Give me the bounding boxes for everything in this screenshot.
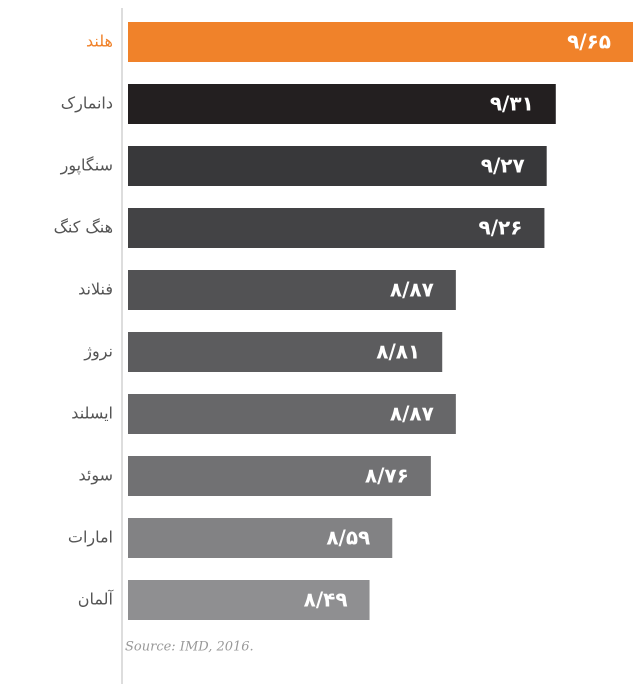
bar — [128, 394, 456, 434]
value-label: ۹/۲۷ — [481, 154, 525, 178]
category-label: هلند — [86, 32, 113, 51]
value-label: ۹/۲۶ — [478, 216, 522, 240]
bar — [128, 580, 370, 620]
value-label: ۸/۵۹ — [326, 526, 370, 550]
value-label: ۸/۷۶ — [365, 464, 409, 488]
value-label: ۸/۸۷ — [390, 402, 434, 426]
value-label: ۹/۶۵ — [567, 30, 611, 54]
bar — [128, 208, 545, 248]
bar — [128, 84, 556, 124]
category-label: هنگ کنگ — [54, 218, 113, 237]
category-label: نروژ — [83, 342, 113, 362]
value-label: ۸/۸۷ — [390, 278, 434, 302]
category-label: ایسلند — [71, 404, 113, 423]
bar — [128, 270, 456, 310]
value-label: ۸/۴۹ — [304, 588, 348, 612]
bar — [128, 22, 633, 62]
category-label: فنلاند — [78, 280, 113, 299]
bar — [128, 518, 393, 558]
source: Source: IMD, 2016. — [125, 640, 254, 655]
category-label: دانمارک — [61, 94, 113, 114]
category-label: امارات — [68, 528, 113, 548]
value-label: ۸/۸۱ — [376, 340, 420, 364]
bar — [128, 146, 547, 186]
category-label: سوئد — [78, 466, 113, 486]
value-label: ۹/۳۱ — [490, 92, 534, 116]
category-label: سنگاپور — [60, 156, 113, 176]
bar — [128, 332, 443, 372]
bar — [128, 456, 431, 496]
category-label: آلمان — [78, 590, 115, 609]
